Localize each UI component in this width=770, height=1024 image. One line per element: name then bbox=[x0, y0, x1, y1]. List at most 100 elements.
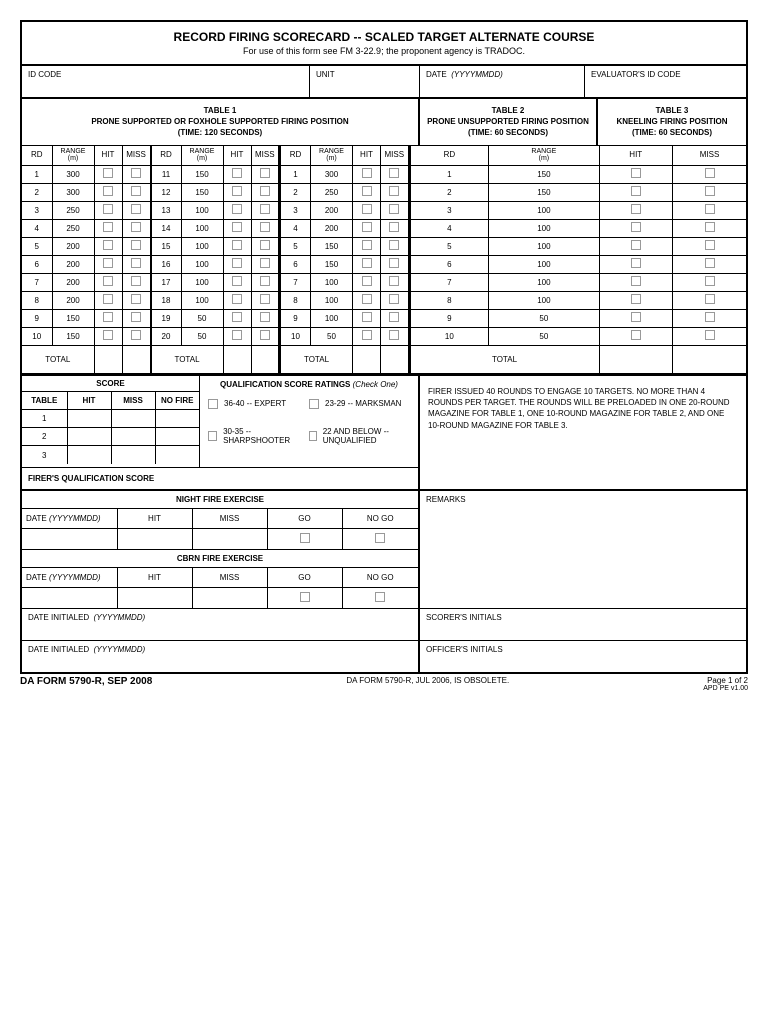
scorer-initials[interactable]: SCORER'S INITIALS bbox=[420, 609, 508, 640]
miss-cell[interactable] bbox=[251, 201, 279, 219]
date-initialed-1[interactable]: DATE INITIALED (YYYYMMDD) bbox=[22, 609, 420, 640]
hit-cell[interactable] bbox=[353, 183, 381, 201]
qual-ratings: QUALIFICATION SCORE RATINGS (Check One) … bbox=[200, 376, 418, 467]
miss-cell[interactable] bbox=[251, 273, 279, 291]
unit-field[interactable]: UNIT bbox=[310, 66, 420, 97]
checkbox-icon[interactable] bbox=[309, 431, 317, 441]
miss-cell[interactable] bbox=[251, 165, 279, 183]
hit-cell[interactable] bbox=[353, 237, 381, 255]
hit-cell[interactable] bbox=[94, 273, 122, 291]
hit-cell[interactable] bbox=[599, 237, 673, 255]
miss-cell[interactable] bbox=[673, 165, 747, 183]
miss-cell[interactable] bbox=[122, 183, 150, 201]
miss-cell[interactable] bbox=[381, 165, 409, 183]
hit-cell[interactable] bbox=[599, 309, 673, 327]
hit-cell[interactable] bbox=[223, 291, 251, 309]
hit-cell[interactable] bbox=[94, 165, 122, 183]
miss-cell[interactable] bbox=[251, 237, 279, 255]
miss-cell[interactable] bbox=[381, 291, 409, 309]
hit-cell[interactable] bbox=[353, 219, 381, 237]
date-initialed-2[interactable]: DATE INITIALED (YYYYMMDD) bbox=[22, 641, 420, 672]
miss-cell[interactable] bbox=[381, 273, 409, 291]
hit-cell[interactable] bbox=[599, 183, 673, 201]
miss-cell[interactable] bbox=[381, 327, 409, 345]
miss-cell[interactable] bbox=[122, 327, 150, 345]
hit-cell[interactable] bbox=[223, 273, 251, 291]
hit-cell[interactable] bbox=[223, 255, 251, 273]
checkbox-icon bbox=[260, 258, 270, 268]
hit-cell[interactable] bbox=[353, 273, 381, 291]
hit-cell[interactable] bbox=[353, 165, 381, 183]
hit-cell[interactable] bbox=[223, 165, 251, 183]
checkbox-icon[interactable] bbox=[208, 431, 217, 441]
hit-cell[interactable] bbox=[599, 327, 673, 345]
hit-cell[interactable] bbox=[599, 219, 673, 237]
hit-cell[interactable] bbox=[353, 291, 381, 309]
miss-cell[interactable] bbox=[673, 237, 747, 255]
miss-cell[interactable] bbox=[122, 255, 150, 273]
hit-cell[interactable] bbox=[599, 201, 673, 219]
rd-cell: 15 bbox=[151, 237, 181, 255]
hit-cell[interactable] bbox=[94, 201, 122, 219]
miss-cell[interactable] bbox=[122, 201, 150, 219]
hit-cell[interactable] bbox=[94, 309, 122, 327]
hit-cell[interactable] bbox=[599, 255, 673, 273]
hit-cell[interactable] bbox=[223, 327, 251, 345]
miss-cell[interactable] bbox=[122, 291, 150, 309]
miss-cell[interactable] bbox=[251, 291, 279, 309]
hit-cell[interactable] bbox=[353, 255, 381, 273]
date-field[interactable]: DATE (YYYYMMDD) bbox=[420, 66, 585, 97]
miss-cell[interactable] bbox=[381, 219, 409, 237]
miss-cell[interactable] bbox=[381, 201, 409, 219]
miss-cell[interactable] bbox=[251, 327, 279, 345]
miss-cell[interactable] bbox=[673, 291, 747, 309]
hit-cell[interactable] bbox=[94, 237, 122, 255]
qual-marksman[interactable]: 23-29 -- MARKSMAN bbox=[309, 399, 410, 409]
qual-unqualified[interactable]: 22 AND BELOW -- UNQUALIFIED bbox=[309, 427, 410, 445]
miss-cell[interactable] bbox=[673, 273, 747, 291]
miss-cell[interactable] bbox=[122, 273, 150, 291]
hit-cell[interactable] bbox=[353, 327, 381, 345]
evaluator-field[interactable]: EVALUATOR'S ID CODE bbox=[585, 66, 746, 97]
hit-cell[interactable] bbox=[599, 165, 673, 183]
miss-cell[interactable] bbox=[251, 309, 279, 327]
hit-cell[interactable] bbox=[94, 255, 122, 273]
hit-cell[interactable] bbox=[599, 273, 673, 291]
hit-cell[interactable] bbox=[94, 183, 122, 201]
miss-cell[interactable] bbox=[251, 255, 279, 273]
remarks-field[interactable]: REMARKS bbox=[420, 491, 746, 608]
miss-cell[interactable] bbox=[673, 255, 747, 273]
miss-cell[interactable] bbox=[251, 183, 279, 201]
hit-cell[interactable] bbox=[94, 327, 122, 345]
checkbox-icon[interactable] bbox=[309, 399, 319, 409]
hit-cell[interactable] bbox=[223, 237, 251, 255]
hit-cell[interactable] bbox=[223, 201, 251, 219]
hit-cell[interactable] bbox=[353, 201, 381, 219]
miss-cell[interactable] bbox=[122, 165, 150, 183]
hit-cell[interactable] bbox=[223, 183, 251, 201]
officer-initials[interactable]: OFFICER'S INITIALS bbox=[420, 641, 509, 672]
hit-cell[interactable] bbox=[94, 291, 122, 309]
miss-cell[interactable] bbox=[673, 201, 747, 219]
miss-cell[interactable] bbox=[673, 219, 747, 237]
hit-cell[interactable] bbox=[353, 309, 381, 327]
miss-cell[interactable] bbox=[381, 183, 409, 201]
checkbox-icon[interactable] bbox=[208, 399, 218, 409]
miss-cell[interactable] bbox=[122, 237, 150, 255]
miss-cell[interactable] bbox=[251, 219, 279, 237]
qual-sharpshooter[interactable]: 30-35 -- SHARPSHOOTER bbox=[208, 427, 309, 445]
miss-cell[interactable] bbox=[381, 255, 409, 273]
miss-cell[interactable] bbox=[673, 183, 747, 201]
id-code-field[interactable]: ID CODE bbox=[22, 66, 310, 97]
miss-cell[interactable] bbox=[673, 327, 747, 345]
qual-expert[interactable]: 36-40 -- EXPERT bbox=[208, 399, 309, 409]
miss-cell[interactable] bbox=[381, 309, 409, 327]
miss-cell[interactable] bbox=[122, 309, 150, 327]
miss-cell[interactable] bbox=[673, 309, 747, 327]
hit-cell[interactable] bbox=[94, 219, 122, 237]
hit-cell[interactable] bbox=[223, 309, 251, 327]
miss-cell[interactable] bbox=[122, 219, 150, 237]
miss-cell[interactable] bbox=[381, 237, 409, 255]
hit-cell[interactable] bbox=[223, 219, 251, 237]
hit-cell[interactable] bbox=[599, 291, 673, 309]
